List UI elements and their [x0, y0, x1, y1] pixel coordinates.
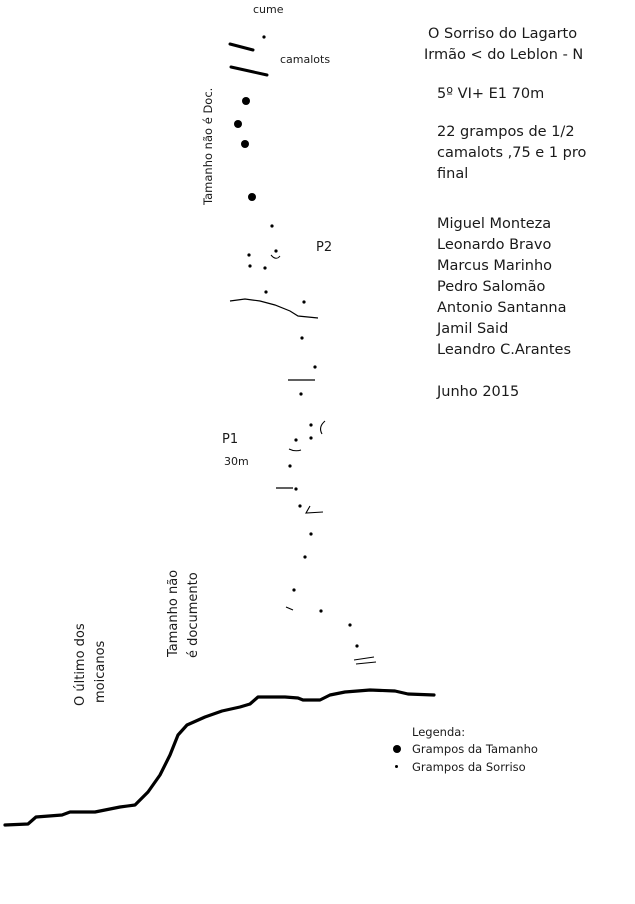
sorriso-bolt	[309, 423, 313, 427]
sorriso-bolt	[262, 35, 266, 39]
climber-name: Leonardo Bravo	[437, 237, 552, 253]
start-mark-b	[355, 661, 377, 665]
sorriso-bolt	[294, 438, 298, 442]
belay-p1-label: P1	[222, 432, 239, 447]
tamanho-mid-vertical-label-1: Tamanho não	[166, 569, 181, 657]
route-subtitle: Irmão < do Leblon - N	[424, 47, 584, 63]
climber-name: Jamil Said	[437, 321, 509, 337]
tamanho-bolt	[241, 140, 249, 148]
pitch1-length-label: 30m	[224, 455, 249, 468]
legend-item-sorriso: Grampos da Sorriso	[412, 760, 526, 774]
sorriso-bolt	[298, 504, 302, 508]
sorriso-bolt	[355, 644, 359, 648]
gear-line-2: camalots ,75 e 1 pro	[437, 145, 587, 161]
climber-name: Marcus Marinho	[437, 258, 553, 274]
gear-line-1: 22 grampos de 1/2	[437, 124, 575, 140]
sorriso-bolt	[313, 365, 317, 369]
legend-item-tamanho: Grampos da Tamanho	[412, 742, 538, 756]
moicanos-vertical-label-2: moicanos	[93, 640, 108, 703]
sorriso-bolt	[299, 392, 303, 396]
tamanho-bolt	[242, 97, 250, 105]
sorriso-bolt	[300, 336, 304, 340]
tamanho-bolt	[248, 193, 256, 201]
sorriso-bolts	[247, 35, 359, 648]
crack-mark-p1	[319, 420, 326, 435]
bulge-mark	[285, 606, 294, 611]
legend-title: Legenda:	[412, 725, 466, 739]
sorriso-bolt	[274, 249, 278, 253]
sorriso-bolt	[247, 253, 251, 257]
start-mark-a	[353, 656, 375, 661]
belay-p2-label: P2	[316, 240, 333, 255]
sorriso-bolt	[303, 555, 307, 559]
camalot-mark-upper	[228, 42, 255, 52]
sorriso-bolt	[264, 290, 268, 294]
small-dot-icon	[395, 765, 398, 768]
camalot-mark-lower	[229, 65, 269, 77]
sorriso-bolt	[248, 264, 252, 268]
crack-mark-p2	[270, 254, 281, 259]
sorriso-bolt	[348, 623, 352, 627]
climber-name: Pedro Salomão	[437, 279, 546, 295]
crack-mark-p1b	[288, 448, 302, 452]
large-dot-icon	[393, 745, 401, 753]
summit-label: cume	[253, 3, 284, 16]
tamanho-bolt	[234, 120, 242, 128]
camalots-label: camalots	[280, 53, 331, 66]
sorriso-bolt	[319, 609, 323, 613]
sorriso-bolt	[309, 532, 313, 536]
sorriso-bolt	[309, 436, 313, 440]
sorriso-bolt	[270, 224, 274, 228]
gear-line-3: final	[437, 166, 469, 182]
climber-name: Leandro C.Arantes	[437, 342, 571, 358]
ground-line	[3, 688, 436, 827]
route-date: Junho 2015	[437, 384, 520, 400]
tamanho-bolts	[234, 97, 256, 201]
moicanos-vertical-label-1: O último dos	[73, 623, 88, 706]
sorriso-bolt	[302, 300, 306, 304]
climber-name: Miguel Monteza	[437, 216, 552, 232]
route-grade: 5º VI+ E1 70m	[437, 86, 545, 102]
climber-name: Antonio Santanna	[437, 300, 567, 316]
tamanho-top-vertical-label: Tamanho não é Doc.	[201, 87, 215, 205]
sorriso-bolt	[263, 266, 267, 270]
route-title: O Sorriso do Lagarto	[428, 26, 578, 42]
sorriso-bolt	[288, 464, 292, 468]
sorriso-bolt	[294, 487, 298, 491]
flake-mark	[305, 505, 324, 514]
p2-ledge-line	[229, 298, 319, 319]
sorriso-bolt	[292, 588, 296, 592]
tamanho-mid-vertical-label-2: é documento	[186, 572, 201, 658]
